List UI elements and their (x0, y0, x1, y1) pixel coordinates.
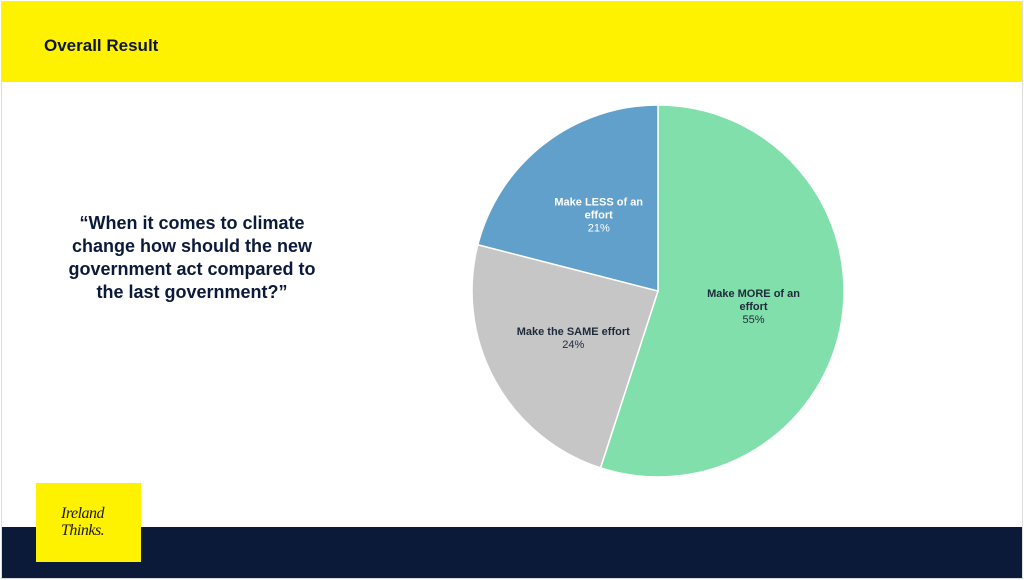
pie-slice-1 (471, 243, 659, 469)
ireland-thinks-logo: Ireland Thinks. (36, 483, 141, 562)
pie-label-value: 55% (743, 314, 765, 326)
page-title: Overall Result (44, 36, 159, 55)
footer-bar (2, 527, 1022, 578)
pie-label-value: 21% (588, 223, 610, 235)
pie-label-1: Make the SAME effort 24% (517, 326, 630, 351)
header-bar: Overall Result (2, 2, 1022, 82)
logo-text-line-2: Thinks. (61, 522, 105, 539)
pie-label-text: Make the SAME effort (517, 326, 630, 338)
survey-question: “When it comes to climate change how sho… (68, 213, 316, 302)
pie-label-text: Make LESS of an (554, 197, 643, 209)
pie-chart: Make MORE of an effort 55%Make the SAME ef… (471, 104, 845, 478)
pie-label-value: 24% (562, 339, 584, 351)
pie-label-text: effort (739, 301, 767, 313)
pie-slice-2 (476, 104, 659, 292)
pie-label-text: effort (585, 210, 613, 222)
pie-label-0: Make MORE of an effort 55% (707, 288, 800, 326)
logo-text-line-1: Ireland (61, 505, 105, 522)
pie-label-text: Make MORE of an (707, 288, 800, 300)
pie-slice-0 (599, 104, 845, 478)
pie-label-2: Make LESS of an effort 21% (554, 197, 643, 235)
